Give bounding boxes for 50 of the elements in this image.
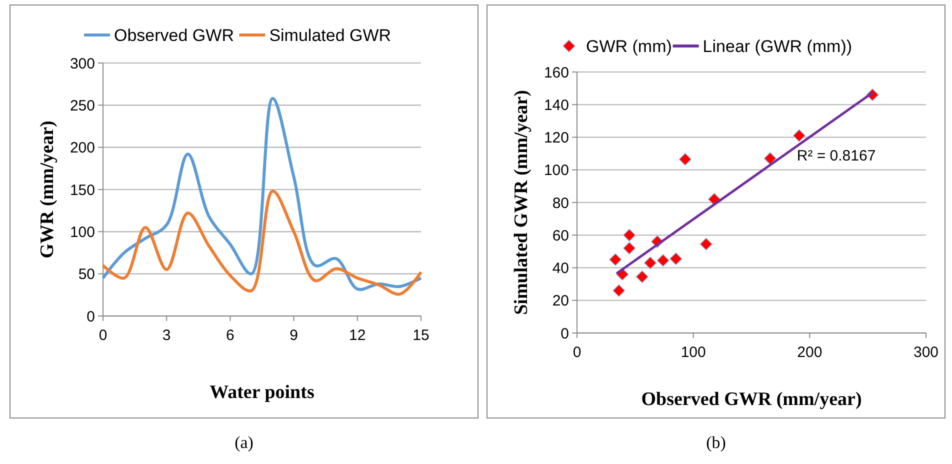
y-tick-label: 300 [70,55,95,72]
y-axis-title: Simulated GWR (mm/year) [511,90,532,315]
x-tick-label: 3 [162,327,171,344]
point [608,253,622,266]
line-series [102,96,422,291]
point [644,256,657,270]
x-tick-label: 15 [412,327,430,344]
x-axis-title: Observed GWR (mm/year) [641,389,862,410]
point [622,228,636,242]
y-tick-label: 160 [544,64,569,82]
annotation: R² = 0.8167 [796,148,876,165]
y-tick-label: 100 [544,162,569,180]
y-tick-label: 40 [552,260,569,277]
y-tick-label: 50 [78,266,95,284]
y-tick-label: 150 [70,182,95,199]
y-tick-label: 0 [86,308,95,326]
x-tick-label: 100 [680,344,706,361]
point [678,152,692,166]
point [764,152,777,165]
point [792,129,806,142]
x-tick-label: 200 [797,344,822,361]
y-tick-label: 100 [70,224,95,241]
y-tick-label: 120 [544,130,569,146]
y-tick-label: 200 [70,140,95,157]
y-tick-label: 80 [552,194,569,212]
y-tick-label: 140 [544,96,569,114]
x-tick-label: 12 [349,327,366,344]
legend-label: GWR (mm) [586,36,672,56]
point [669,252,682,266]
legend-label: Linear (GWR (mm)) [702,36,852,56]
x-tick-label: 6 [226,327,234,344]
y-axis-title: GWR (mm/year) [37,120,58,258]
point [636,270,649,284]
y-tick-label: 250 [70,97,95,114]
text: (b) [706,433,726,452]
x-axis-title: Water points [210,382,314,403]
y-tick-label: 60 [552,227,569,244]
x-tick-label: 300 [913,344,939,361]
legend-label: Simulated GWR [269,26,392,45]
point [656,254,670,267]
x-tick-label: 0 [98,327,108,344]
point [700,238,713,250]
point [612,284,626,297]
line-series [102,190,422,296]
legend-label: Observed GWR [114,26,234,45]
point [622,242,636,255]
x-tick-label: 9 [290,327,298,344]
text: (a) [234,433,254,452]
y-tick-label: 20 [552,292,569,310]
x-tick-label: 0 [572,344,582,361]
